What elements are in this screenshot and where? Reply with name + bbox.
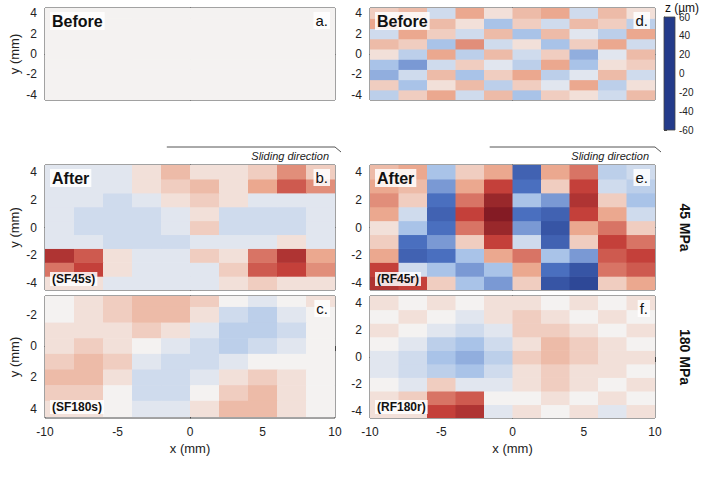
svg-text:Before: Before	[377, 13, 428, 30]
svg-text:-5: -5	[436, 425, 447, 439]
svg-text:-2: -2	[351, 67, 362, 81]
svg-text:d.: d.	[635, 12, 648, 29]
svg-text:a.: a.	[315, 12, 328, 29]
svg-text:0: 0	[509, 425, 516, 439]
svg-text:2: 2	[355, 193, 362, 207]
svg-text:4: 4	[30, 165, 37, 179]
svg-text:0: 0	[30, 221, 37, 235]
svg-text:-2: -2	[351, 377, 362, 391]
svg-text:After: After	[52, 170, 89, 187]
svg-text:0: 0	[355, 221, 362, 235]
svg-text:-4: -4	[351, 88, 362, 102]
svg-text:x (mm): x (mm)	[170, 441, 210, 456]
svg-text:2: 2	[30, 193, 37, 207]
svg-text:0: 0	[187, 425, 194, 439]
svg-text:20: 20	[679, 49, 691, 60]
svg-text:b.: b.	[315, 169, 328, 186]
svg-text:-4: -4	[351, 276, 362, 290]
svg-text:-20: -20	[679, 87, 694, 98]
svg-text:y (mm): y (mm)	[7, 207, 22, 247]
svg-text:10: 10	[648, 425, 662, 439]
svg-text:Before: Before	[52, 13, 103, 30]
svg-text:z (µm): z (µm)	[665, 1, 699, 15]
svg-text:-10: -10	[36, 425, 54, 439]
svg-text:4: 4	[355, 296, 362, 310]
svg-text:-4: -4	[26, 276, 37, 290]
svg-text:4: 4	[30, 402, 37, 416]
svg-text:-2: -2	[26, 67, 37, 81]
svg-text:180 MPa: 180 MPa	[677, 329, 693, 385]
svg-text:f.: f.	[640, 300, 648, 317]
svg-text:0: 0	[355, 47, 362, 61]
svg-text:2: 2	[30, 27, 37, 41]
svg-text:y (mm): y (mm)	[7, 34, 22, 74]
svg-text:45 MPa: 45 MPa	[677, 203, 693, 251]
svg-text:Sliding direction: Sliding direction	[251, 150, 329, 162]
svg-text:-2: -2	[26, 248, 37, 262]
svg-text:c.: c.	[316, 300, 328, 317]
svg-text:40: 40	[679, 30, 691, 41]
svg-text:2: 2	[30, 370, 37, 384]
svg-text:4: 4	[355, 165, 362, 179]
svg-text:e.: e.	[635, 169, 648, 186]
svg-text:60: 60	[679, 11, 691, 23]
svg-text:0: 0	[355, 350, 362, 364]
svg-text:2: 2	[355, 27, 362, 41]
svg-text:0: 0	[30, 47, 37, 61]
svg-text:(SF180s): (SF180s)	[52, 400, 102, 414]
svg-text:x (mm): x (mm)	[492, 441, 532, 456]
svg-text:4: 4	[30, 6, 37, 20]
svg-text:5: 5	[580, 425, 587, 439]
svg-text:-10: -10	[361, 425, 379, 439]
svg-text:-5: -5	[112, 425, 123, 439]
svg-text:-4: -4	[351, 404, 362, 418]
svg-text:Sliding direction: Sliding direction	[571, 150, 649, 162]
svg-text:4: 4	[355, 6, 362, 20]
svg-text:-2: -2	[26, 308, 37, 322]
svg-text:-4: -4	[26, 88, 37, 102]
svg-text:0: 0	[30, 339, 37, 353]
svg-text:(RF45r): (RF45r)	[377, 272, 419, 286]
svg-text:-2: -2	[351, 248, 362, 262]
svg-text:-60: -60	[679, 125, 694, 136]
svg-text:-40: -40	[679, 106, 694, 117]
svg-text:10: 10	[328, 425, 342, 439]
svg-text:2: 2	[355, 323, 362, 337]
svg-text:(SF45s): (SF45s)	[52, 272, 95, 286]
svg-text:5: 5	[259, 425, 266, 439]
svg-text:After: After	[377, 170, 414, 187]
svg-text:y (mm): y (mm)	[7, 337, 22, 377]
svg-text:0: 0	[679, 68, 685, 79]
svg-text:(RF180r): (RF180r)	[377, 400, 426, 414]
